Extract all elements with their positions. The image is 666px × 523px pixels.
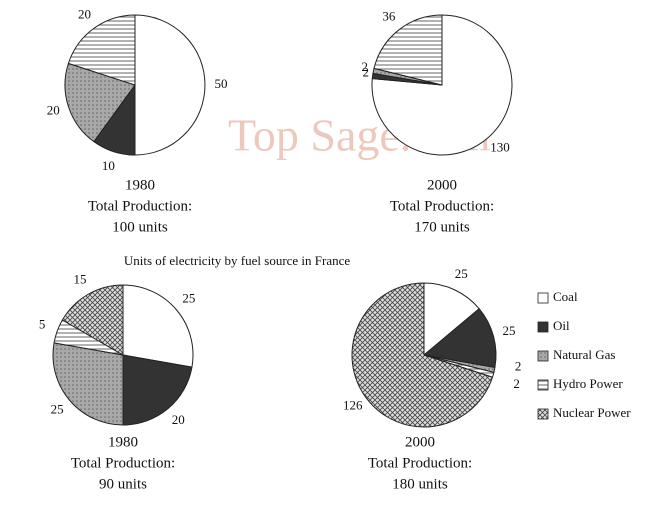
slice-label: 130: [490, 140, 510, 155]
slice-label: 2: [363, 65, 370, 80]
slice-label: 25: [182, 291, 195, 306]
legend-swatch: [537, 292, 549, 304]
caption: 170 units: [414, 219, 470, 235]
legend-swatch: [537, 321, 549, 333]
pie-slice: [61, 284, 124, 356]
slice-label: 2: [513, 376, 520, 391]
chart-title: Units of electricity by fuel source in F…: [124, 253, 351, 268]
caption: Total Production:: [71, 455, 175, 471]
pie-slice: [122, 354, 193, 426]
caption: 180 units: [392, 476, 448, 492]
slice-label: 25: [455, 266, 468, 281]
pie-slice: [373, 14, 443, 86]
caption: 90 units: [99, 476, 147, 492]
slice-label: 5: [39, 317, 46, 332]
slice-label: 20: [78, 6, 91, 21]
caption: 1980: [108, 434, 138, 450]
legend-swatch: [537, 408, 549, 420]
slice-label: 2: [361, 59, 368, 74]
slice-label: 20: [172, 412, 185, 427]
pie-slice: [423, 282, 480, 357]
pie-slice: [52, 342, 124, 426]
pie-slice: [351, 282, 494, 428]
slice-label: 10: [102, 158, 115, 173]
legend-label: Nuclear Power: [553, 405, 631, 420]
slice-label: 2: [515, 358, 522, 373]
legend-label: Hydro Power: [553, 376, 623, 391]
slice-label: 25: [51, 401, 64, 416]
slice-label: 50: [215, 76, 228, 91]
caption: Total Production:: [390, 198, 494, 214]
slice-label: 126: [343, 398, 363, 413]
caption: 2000: [427, 177, 457, 193]
pie-slice: [67, 14, 136, 86]
pie-slice: [422, 308, 497, 369]
legend-label: Oil: [553, 318, 570, 333]
caption: Total Production:: [368, 455, 472, 471]
legend-label: Coal: [553, 289, 578, 304]
caption: 100 units: [112, 219, 168, 235]
caption: 2000: [405, 434, 435, 450]
slice-label: 36: [382, 8, 396, 23]
caption: 1980: [125, 177, 155, 193]
legend-swatch: [537, 379, 549, 391]
slice-label: 25: [503, 323, 516, 338]
slice-label: 20: [47, 103, 60, 118]
legend-swatch: [537, 350, 549, 362]
legend-label: Natural Gas: [553, 347, 615, 362]
pie-slice: [134, 14, 206, 156]
pie-slice: [122, 284, 194, 368]
caption: Total Production:: [88, 198, 192, 214]
slice-label: 15: [74, 272, 87, 287]
pie-slice: [64, 62, 136, 143]
